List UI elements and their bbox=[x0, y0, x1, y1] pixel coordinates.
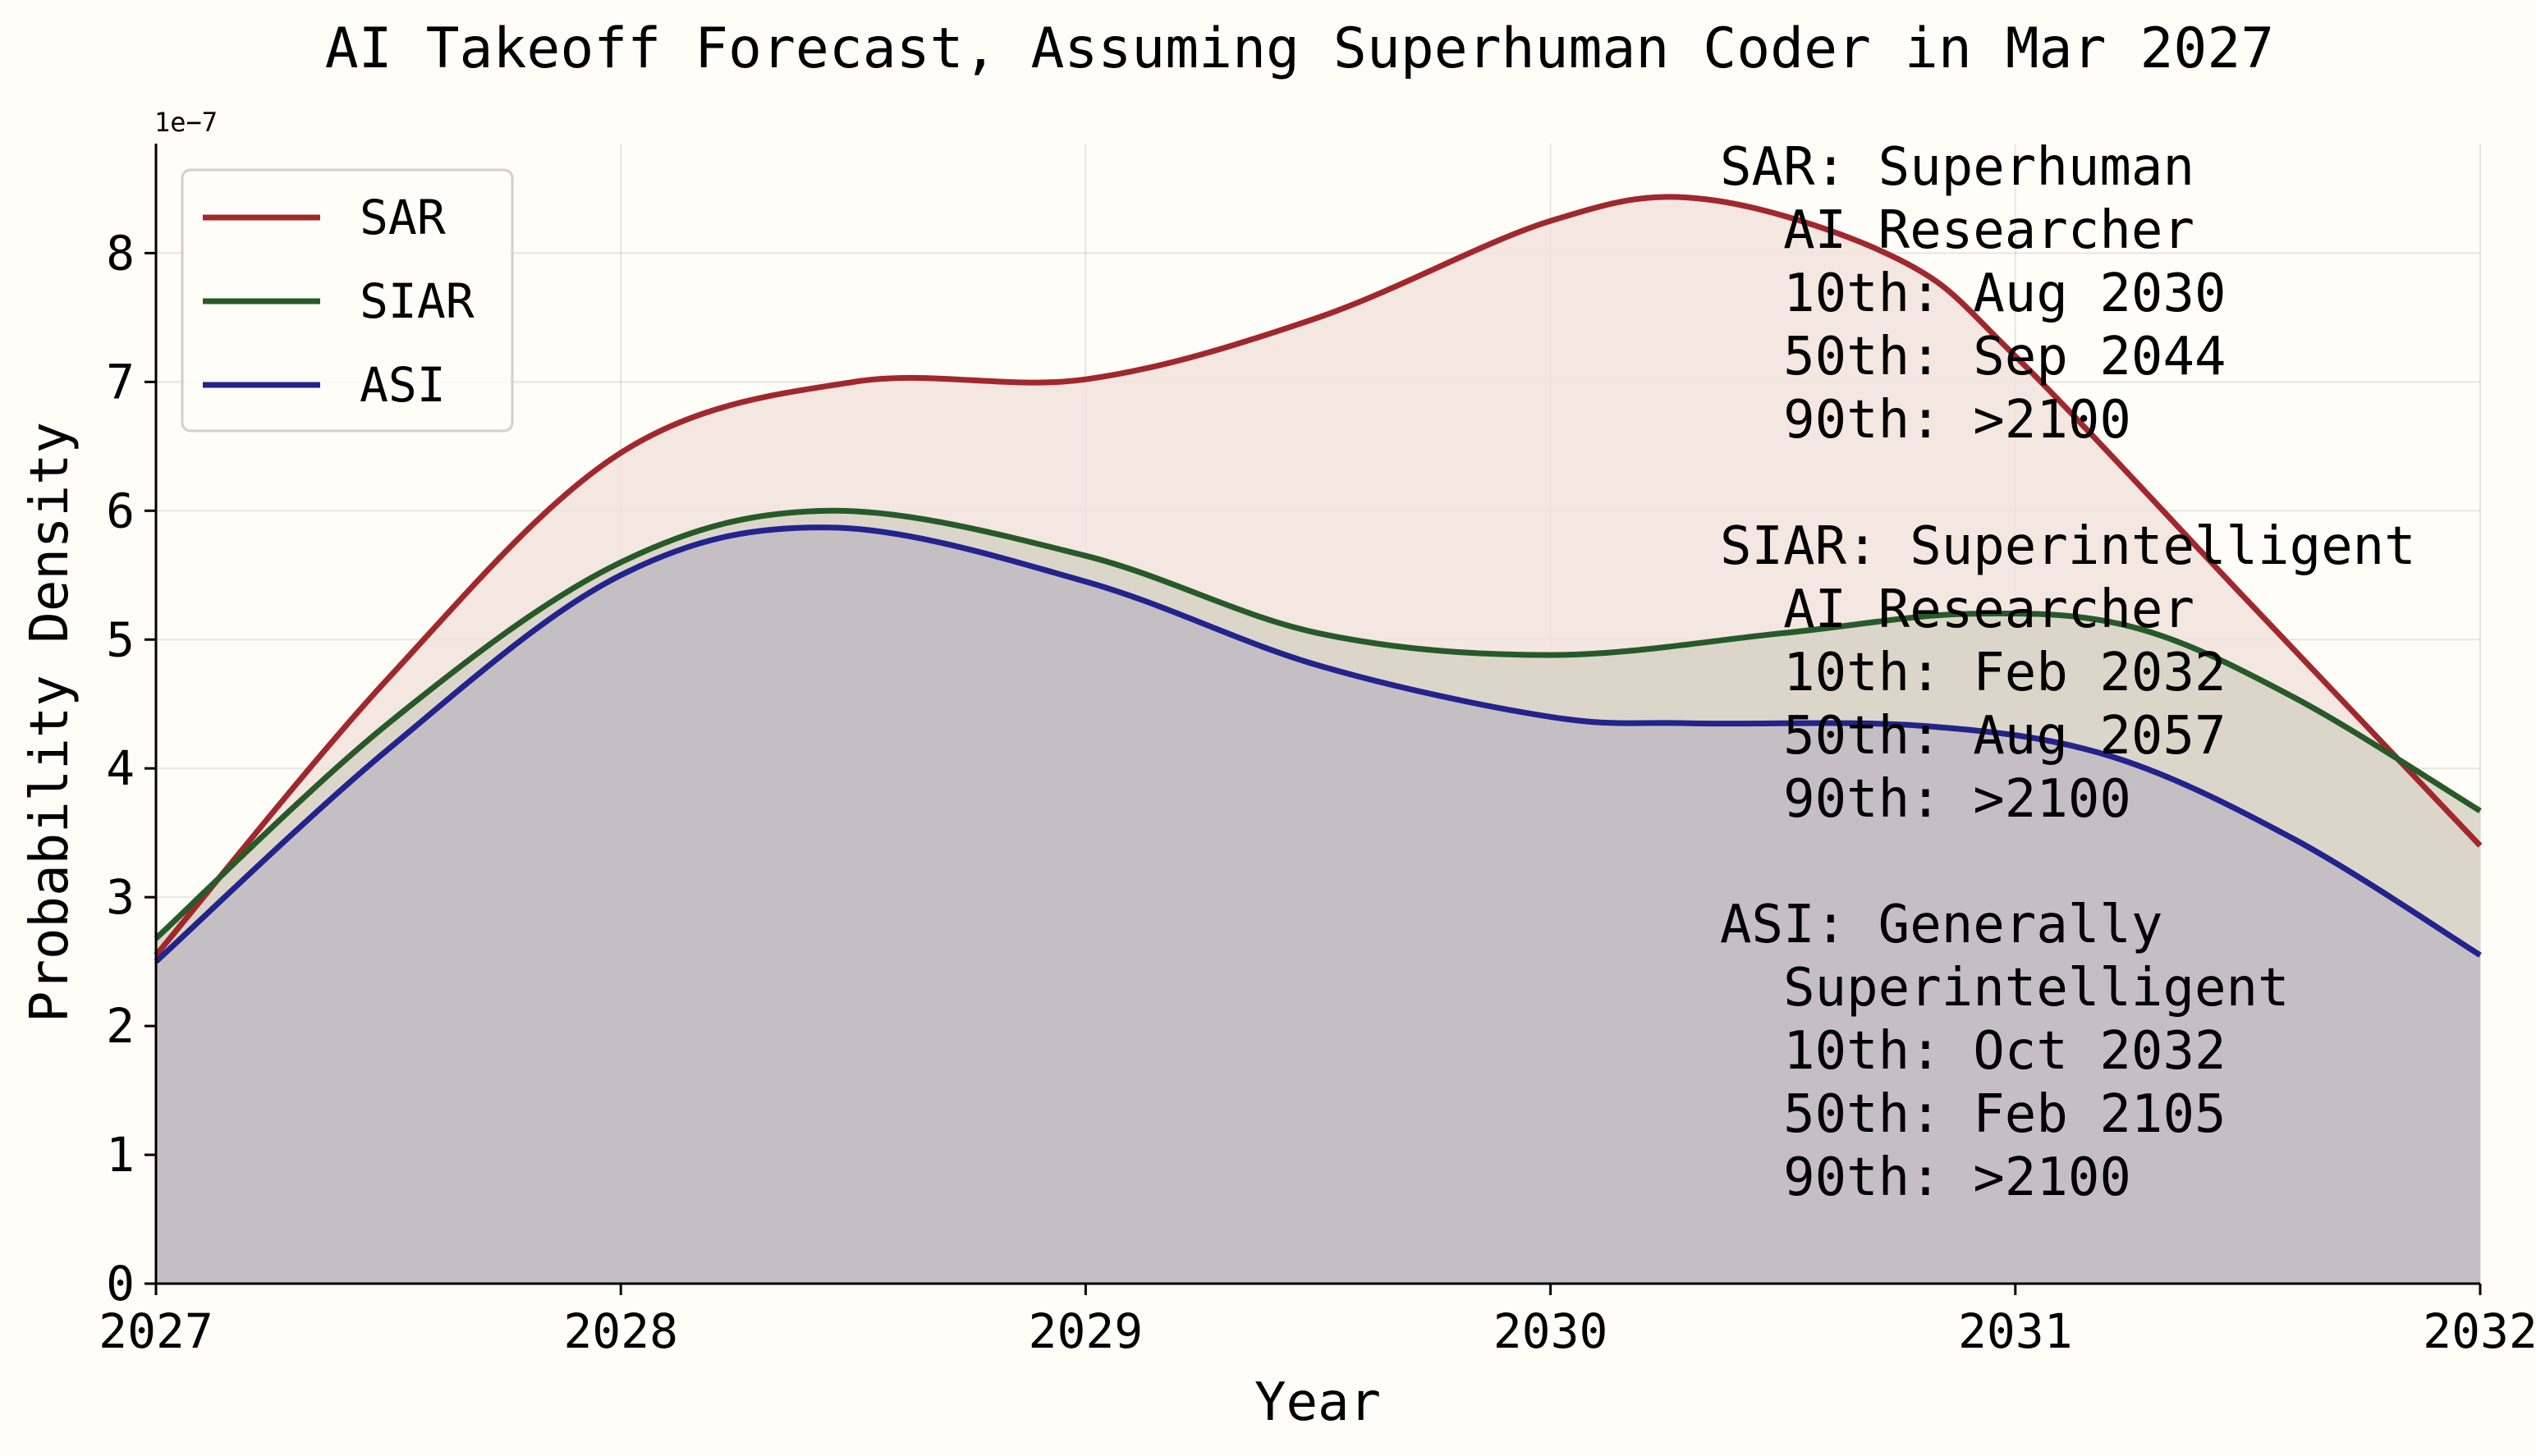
y-tick-label: 5 bbox=[106, 611, 135, 667]
y-tick-label: 3 bbox=[106, 869, 135, 925]
annotations: SAR: Superhuman AI Researcher 10th: Aug … bbox=[1720, 137, 2416, 1208]
x-tick-label: 2030 bbox=[1493, 1303, 1608, 1359]
annotation-asi-line: 10th: Oct 2032 bbox=[1720, 1021, 2226, 1082]
y-tick-label: 1 bbox=[106, 1127, 135, 1183]
line-asi bbox=[154, 524, 2482, 964]
series-fills bbox=[156, 196, 2480, 1284]
x-axis-label: Year bbox=[1254, 1372, 1381, 1433]
x-ticks: 2027 2028 2029 2030 2031 2032 bbox=[99, 1284, 2536, 1359]
annotation-siar-line: 10th: Feb 2032 bbox=[1720, 643, 2226, 703]
y-tick-label: 0 bbox=[106, 1256, 135, 1312]
annotation-sar-line: AI Researcher bbox=[1720, 200, 2194, 261]
x-tick-label: 2032 bbox=[2423, 1303, 2536, 1359]
legend-label-asi: ASI bbox=[360, 357, 446, 413]
annotation-asi-line: Superintelligent bbox=[1720, 958, 2290, 1019]
annotation-asi-line: ASI: Generally bbox=[1720, 895, 2162, 955]
legend-box bbox=[181, 168, 514, 433]
legend: SAR SIAR ASI bbox=[181, 168, 514, 433]
y-tick-label: 8 bbox=[106, 225, 135, 281]
chart-title: AI Takeoff Forecast, Assuming Superhuman… bbox=[325, 16, 2275, 81]
annotation-sar-line: 50th: Sep 2044 bbox=[1720, 327, 2226, 387]
y-offset-label: 1e−7 bbox=[154, 107, 218, 138]
axes bbox=[154, 144, 2480, 1285]
x-tick-label: 2029 bbox=[1029, 1303, 1144, 1359]
annotation-siar-line: 90th: >2100 bbox=[1720, 769, 2131, 830]
annotation-sar-line: 10th: Aug 2030 bbox=[1720, 263, 2226, 324]
annotation-siar-line: AI Researcher bbox=[1720, 579, 2194, 640]
annotation-asi-line: 90th: >2100 bbox=[1720, 1147, 2131, 1208]
legend-label-sar: SAR bbox=[360, 190, 446, 245]
y-ticks: 0 1 2 3 4 5 6 7 8 bbox=[106, 225, 156, 1312]
x-tick-label: 2028 bbox=[563, 1303, 678, 1359]
x-tick-label: 2027 bbox=[99, 1303, 213, 1359]
y-tick-label: 2 bbox=[106, 998, 135, 1054]
annotation-siar-line: SIAR: Superintelligent bbox=[1720, 516, 2416, 577]
y-axis-label: Probability Density bbox=[20, 422, 80, 1023]
x-tick-label: 2031 bbox=[1958, 1303, 2073, 1359]
area-asi bbox=[156, 527, 2480, 1284]
y-tick-label: 7 bbox=[106, 354, 135, 410]
annotation-sar-line: SAR: Superhuman bbox=[1720, 137, 2194, 198]
series-lines bbox=[154, 194, 2483, 964]
y-tick-label: 6 bbox=[106, 483, 135, 538]
y-tick-label: 4 bbox=[106, 740, 135, 796]
line-sar bbox=[154, 194, 2483, 958]
annotation-sar-line: 90th: >2100 bbox=[1720, 390, 2131, 451]
annotation-asi-line: 50th: Feb 2105 bbox=[1720, 1084, 2226, 1145]
legend-label-siar: SIAR bbox=[360, 273, 475, 329]
annotation-siar-line: 50th: Aug 2057 bbox=[1720, 706, 2226, 767]
line-siar bbox=[154, 507, 2482, 941]
